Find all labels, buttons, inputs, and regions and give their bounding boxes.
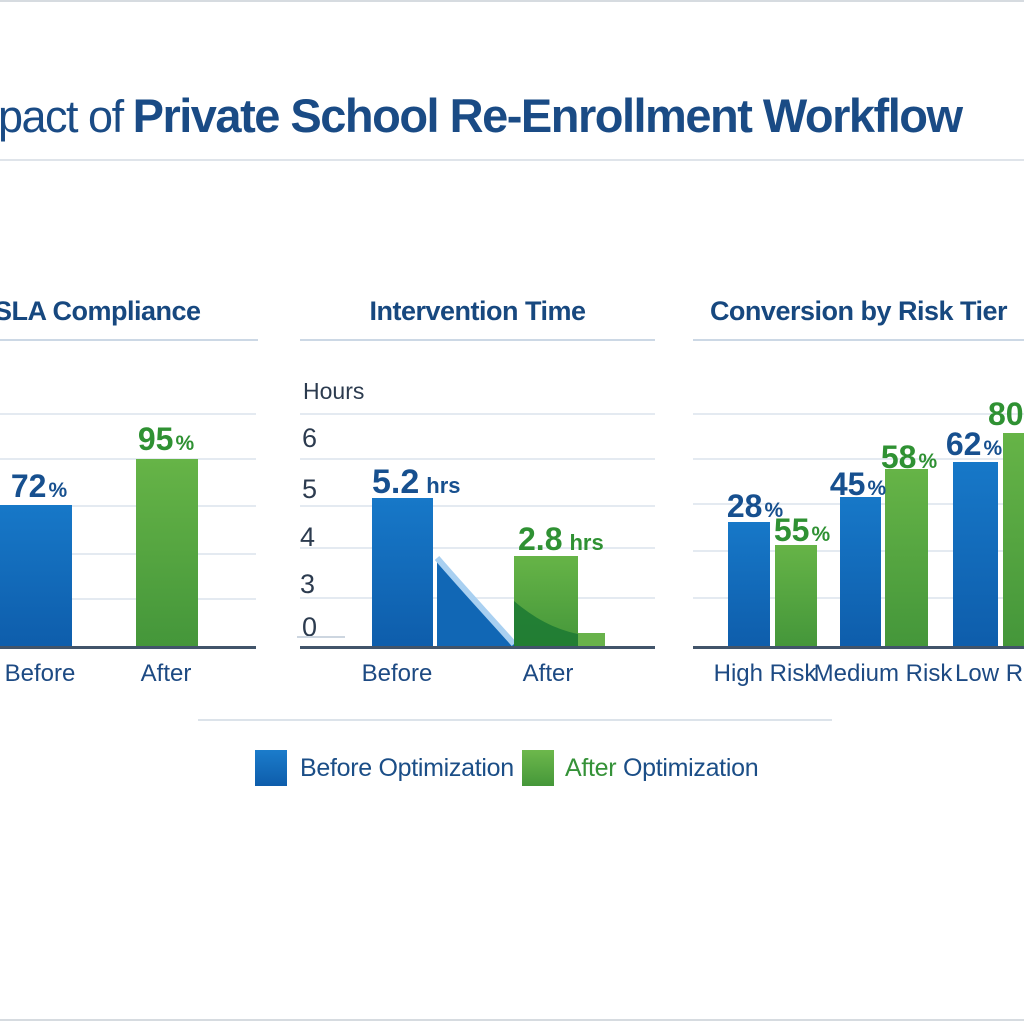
y-axis-unit-label: Hours	[303, 378, 365, 404]
intervention-gridline	[300, 597, 655, 599]
value-number: 62	[945, 426, 982, 462]
legend-swatch-before	[255, 750, 287, 786]
intervention-bar-before	[372, 498, 433, 648]
sla-gridline	[0, 505, 256, 507]
bottom-edge-line	[0, 1019, 1024, 1021]
sla-gridline	[0, 413, 256, 415]
sla-gridline	[0, 598, 256, 600]
conversion-value-mediumrisk-after: 58%	[874, 441, 944, 473]
conversion-value-lowrisk-after: 80	[988, 398, 1024, 430]
decay-curve-dark-green-fill	[514, 601, 578, 648]
intervention-axis-baseline	[300, 646, 655, 649]
value-number: 45	[829, 466, 866, 502]
page-title-bold: Private School Re-Enrollment Workflow	[132, 89, 963, 142]
sla-bar-before	[0, 505, 72, 648]
conversion-bar-mediumrisk-before	[840, 497, 881, 648]
intervention-title-rule	[300, 339, 655, 341]
decline-curve-blue	[435, 556, 516, 648]
value-number: 80	[988, 396, 1024, 432]
intervention-value-after-number: 2.8	[518, 521, 563, 557]
intervention-value-before: 5.2 hrs	[372, 465, 461, 499]
sla-gridline	[0, 553, 256, 555]
decline-curve-blue-highlight	[435, 556, 516, 647]
conversion-category-highrisk: High Risk	[713, 660, 817, 687]
y-tick-6: 6	[302, 423, 318, 453]
conversion-value-lowrisk-before: 62%	[939, 428, 1009, 460]
sla-value-after: 95%	[130, 423, 202, 455]
header-divider	[0, 159, 1024, 161]
conversion-category-lowrisk: Low Risk	[955, 660, 1024, 687]
y-tick-4: 4	[300, 522, 316, 552]
legend-label-after: After Optimization	[565, 750, 759, 786]
page-title-prefix: pact of	[0, 91, 124, 142]
zero-tick-underline	[297, 636, 345, 638]
conversion-bar-lowrisk-after	[1003, 433, 1024, 648]
sla-axis-baseline	[0, 646, 256, 649]
value-suffix: %	[764, 499, 784, 522]
value-number: 28	[726, 488, 763, 524]
intervention-value-before-number: 5.2	[372, 463, 420, 501]
sla-gridline	[0, 458, 256, 460]
conversion-bar-highrisk-before	[728, 522, 770, 648]
legend-swatch-after	[522, 750, 554, 786]
sla-value-after-suffix: %	[175, 432, 195, 455]
conversion-axis-baseline	[693, 646, 1024, 649]
sla-title-rule	[0, 339, 258, 341]
value-number: 55	[773, 512, 810, 548]
conversion-gridline	[693, 413, 1024, 415]
legend-label-after-word: After	[565, 754, 617, 782]
conversion-chart-title: Conversion by Risk Tier	[709, 296, 1008, 326]
intervention-chart-title: Intervention Time	[369, 296, 586, 326]
intervention-category-before: Before	[361, 660, 433, 687]
value-number: 58	[880, 439, 917, 475]
page-title: pact of Private School Re-Enrollment Work…	[0, 88, 963, 143]
sla-value-before: 72%	[0, 470, 78, 502]
sla-category-before: Before	[4, 660, 76, 687]
conversion-gridline	[693, 458, 1024, 460]
value-suffix: %	[918, 450, 938, 473]
conversion-value-highrisk-after: 55%	[767, 514, 837, 546]
value-suffix: %	[811, 523, 831, 546]
conversion-value-highrisk-before: 28%	[720, 490, 790, 522]
legend-label-after-rest: Optimization	[622, 754, 759, 782]
conversion-title-rule	[693, 339, 1024, 341]
intervention-value-after-suffix: hrs	[569, 530, 604, 555]
sla-value-before-number: 72	[10, 468, 47, 504]
conversion-category-mediumrisk: Medium Risk	[813, 660, 953, 687]
sla-bar-after	[136, 459, 198, 648]
y-tick-3: 3	[300, 569, 316, 599]
intervention-category-after: After	[522, 660, 574, 687]
conversion-bar-lowrisk-before	[953, 462, 998, 648]
intervention-gridline	[300, 413, 655, 415]
y-tick-5: 5	[302, 474, 318, 504]
sla-category-after: After	[140, 660, 192, 687]
sla-chart-title: SLA Compliance	[0, 296, 201, 326]
legend-label-before: Before Optimization	[300, 754, 514, 782]
sla-value-before-suffix: %	[48, 479, 68, 502]
value-suffix: %	[983, 437, 1003, 460]
intervention-value-before-suffix: hrs	[426, 473, 461, 498]
intervention-bar-stub	[578, 633, 605, 648]
sla-value-after-number: 95	[137, 421, 174, 457]
y-tick-0: 0	[302, 612, 318, 642]
decay-curve-dark-green	[514, 601, 578, 648]
intervention-gridline	[300, 458, 655, 460]
intervention-value-after: 2.8 hrs	[518, 523, 604, 555]
top-edge-line	[0, 0, 1024, 2]
legend-divider	[198, 719, 832, 721]
conversion-bar-highrisk-after	[775, 545, 817, 648]
conversion-value-mediumrisk-before: 45%	[823, 468, 893, 500]
intervention-gridline	[300, 505, 655, 507]
conversion-bar-mediumrisk-after	[885, 469, 928, 648]
value-suffix: %	[867, 477, 887, 500]
intervention-gridline	[300, 547, 655, 549]
